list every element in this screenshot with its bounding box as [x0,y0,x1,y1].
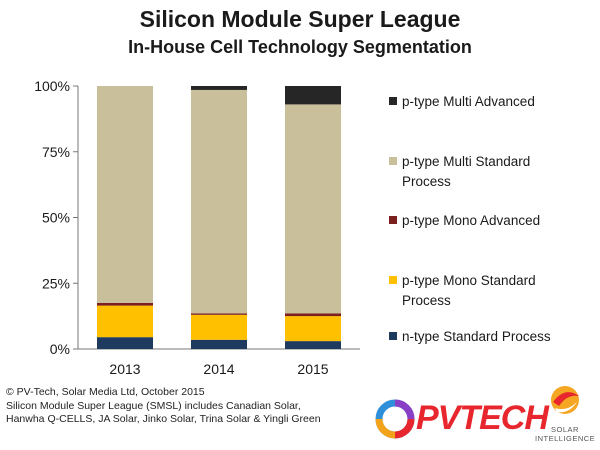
bar-segment [191,339,247,349]
y-tick-label: 75% [42,144,70,160]
bar-segment [191,314,247,340]
bar-segment [97,305,153,338]
bar-segment [97,302,153,306]
bar-segment [97,337,153,349]
solar-intelligence-line-1: SOLAR [551,425,579,434]
bar-segment [285,104,341,314]
chart-legend: p-type Multi Advanced p-type Multi Standa… [389,94,551,344]
x-tick-label: 2015 [297,361,328,377]
bar-segment [191,313,247,315]
legend-label: Process [402,293,451,308]
y-tick-label: 25% [42,275,70,291]
legend-label: p-type Multi Advanced [402,94,535,109]
footer-notes: © PV-Tech, Solar Media Ltd, October 2015… [6,386,321,427]
bar-segment [285,341,341,349]
y-tick-label: 0% [50,341,70,357]
chart-title: Silicon Module Super League [139,6,461,32]
chart-axes: 0% 25% 50% 75% 100% 2013 2014 2015 [34,78,360,377]
solar-swirl-icon [551,386,579,414]
bar-segment [285,316,341,342]
footer-note-line-2: Hanwha Q-CELLS, JA Solar, Jinko Solar, T… [6,413,321,425]
legend-label: p-type Mono Standard [402,273,536,288]
pvtech-ring-icon [375,399,415,439]
chart-bars [97,86,341,349]
legend-swatch [389,97,397,105]
y-tick-label: 100% [34,78,70,94]
pvtech-wordmark: PVTECH [416,399,549,437]
legend-label: p-type Multi Standard [402,154,530,169]
legend-label: n-type Standard Process [402,329,551,344]
pvtech-logo: PVTECH [374,398,549,440]
stacked-bar-chart: 0% 25% 50% 75% 100% 2013 2014 2015 p-type Multi… [34,78,551,377]
footer-copyright: © PV-Tech, Solar Media Ltd, October 2015 [6,386,205,398]
chart-subtitle: In-House Cell Technology Segmentation [128,37,472,57]
legend-label: p-type Mono Advanced [402,213,540,228]
footer-note-line-1: Silicon Module Super League (SMSL) inclu… [6,399,301,412]
legend-swatch [389,332,397,340]
legend-swatch [389,157,397,165]
bar-segment [285,313,341,317]
bar-segment [97,86,153,303]
bar-segment [191,89,247,314]
solar-intelligence-line-2: INTELLIGENCE [535,434,596,443]
x-tick-label: 2013 [109,361,140,377]
bar-segment [191,86,247,90]
legend-swatch [389,216,397,224]
solar-intelligence-logo: SOLAR INTELLIGENCE [535,382,596,443]
bar-segment [285,86,341,105]
y-tick-label: 50% [42,210,70,226]
x-tick-label: 2014 [203,361,234,377]
legend-label: Process [402,174,451,189]
title-block: Silicon Module Super League In-House Cel… [0,4,600,60]
legend-swatch [389,276,397,284]
